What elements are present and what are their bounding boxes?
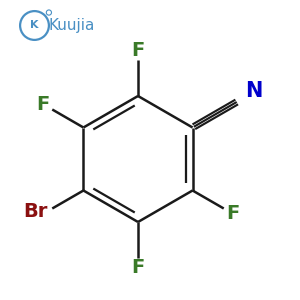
Text: F: F [131,258,145,277]
Text: N: N [245,81,263,101]
Text: K: K [30,20,39,31]
Text: F: F [36,94,49,114]
Text: Kuujia: Kuujia [48,18,94,33]
Text: Br: Br [24,202,48,221]
Text: F: F [131,41,145,60]
Text: F: F [227,204,240,224]
